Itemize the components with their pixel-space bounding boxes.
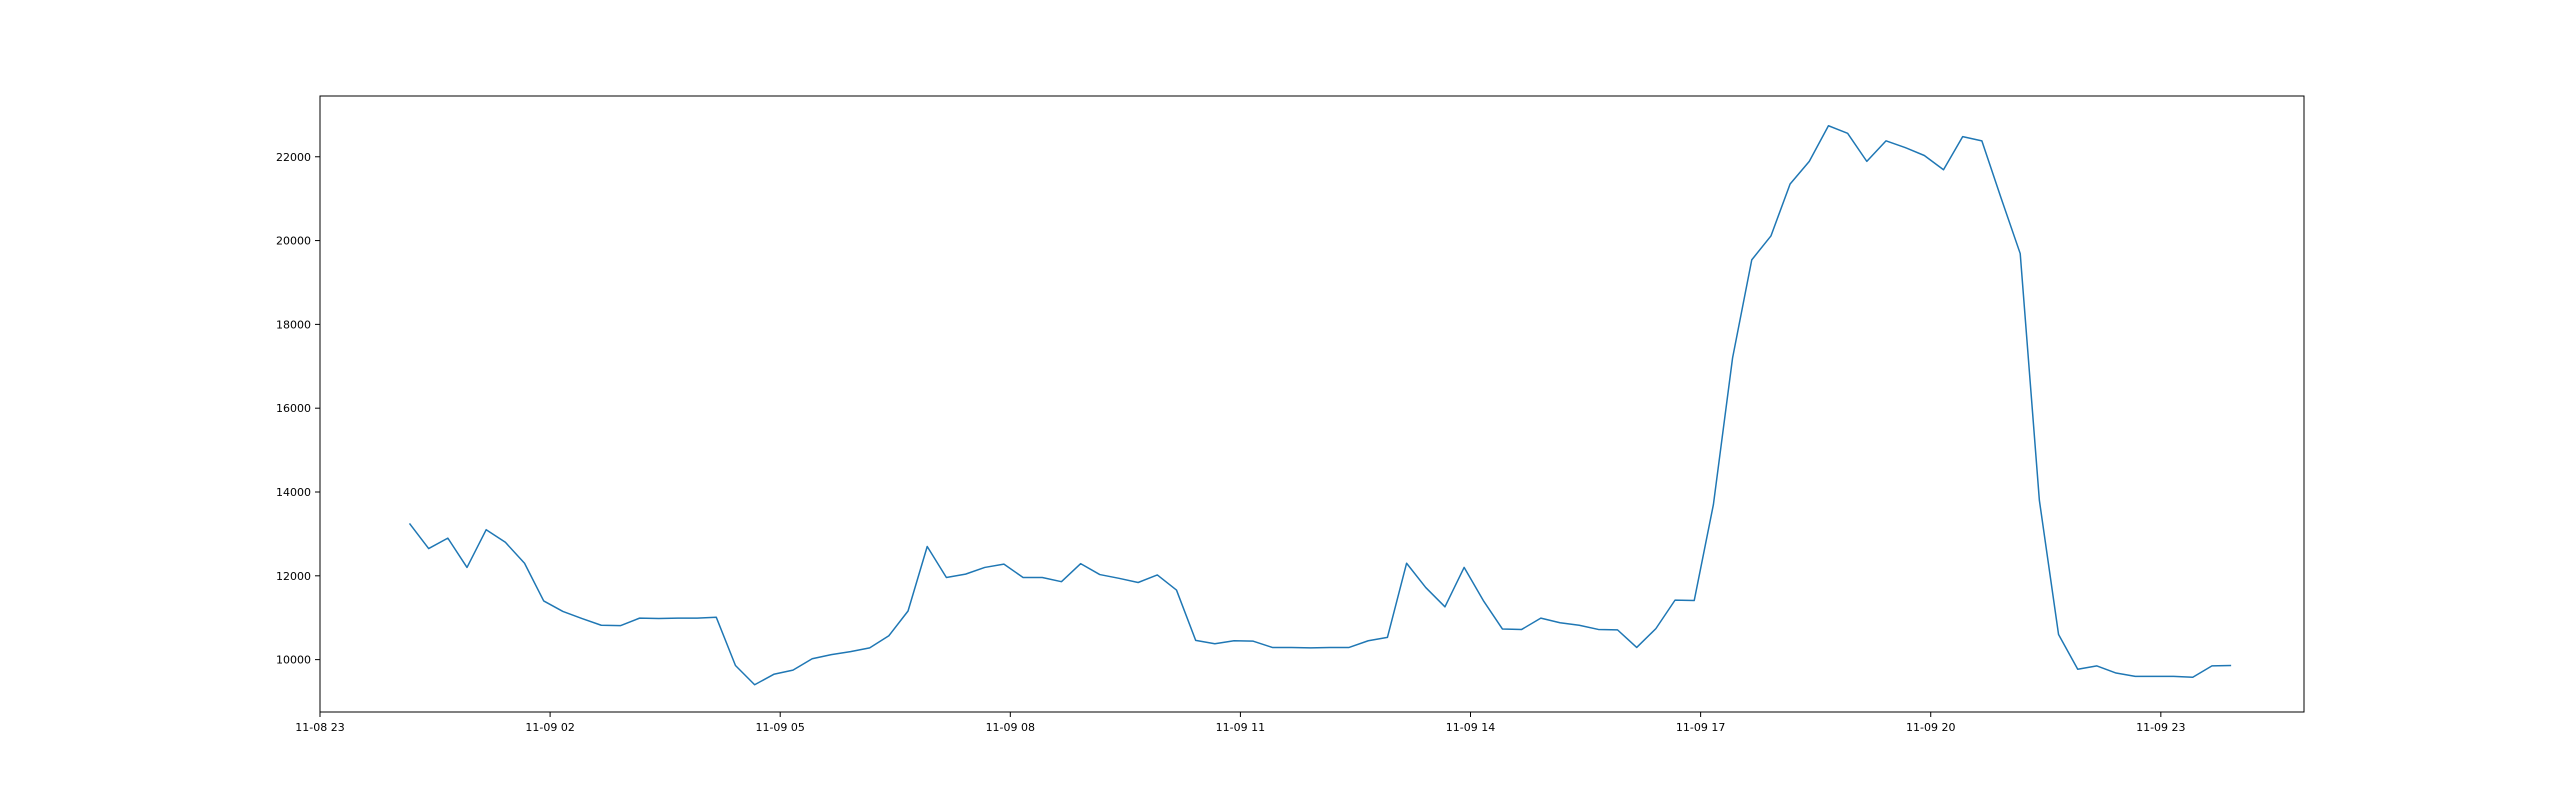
series-line-0 [409,126,2231,685]
x-tick-label: 11-08 23 [295,721,344,734]
x-tick-label: 11-09 14 [1446,721,1495,734]
x-tick-label: 11-09 11 [1216,721,1265,734]
y-tick-label: 20000 [276,235,311,248]
y-tick-label: 18000 [276,318,311,331]
x-tick-label: 11-09 20 [1906,721,1955,734]
x-tick-label: 11-09 05 [755,721,804,734]
x-tick-label: 11-09 08 [986,721,1035,734]
x-tick-label: 11-09 02 [525,721,574,734]
x-tick-label: 11-09 17 [1676,721,1725,734]
y-tick-label: 12000 [276,570,311,583]
x-tick-label: 11-09 23 [2136,721,2185,734]
y-tick-label: 22000 [276,151,311,164]
y-tick-label: 16000 [276,402,311,415]
y-tick-label: 14000 [276,486,311,499]
axes-frame [320,96,2304,712]
y-tick-label: 10000 [276,654,311,667]
